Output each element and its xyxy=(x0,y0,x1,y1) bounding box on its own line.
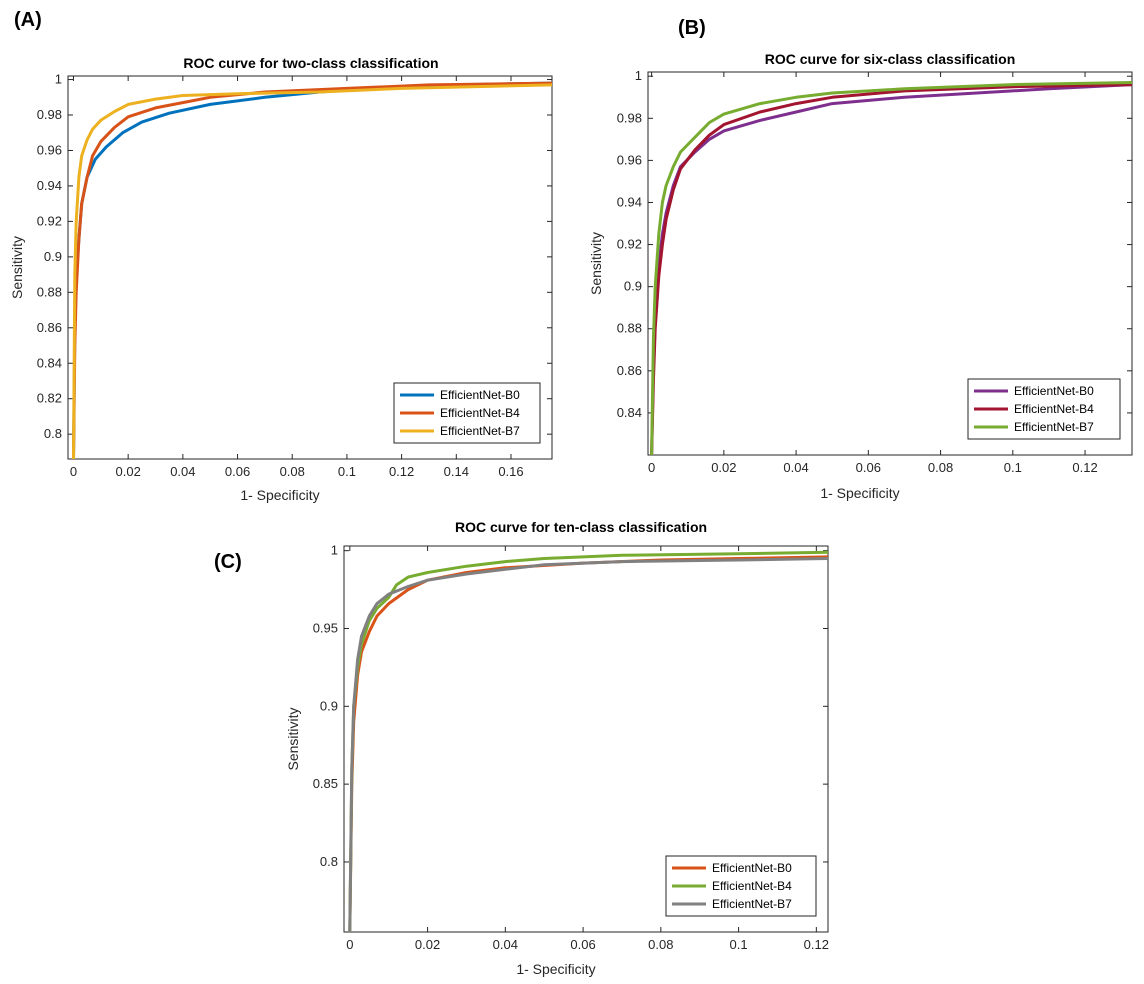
x-tick-label: 0.12 xyxy=(1072,460,1097,475)
legend-entry: EfficientNet-B7 xyxy=(1014,420,1094,434)
chart-six-class: (B) ROC curve for six-class classificatio… xyxy=(588,17,1133,501)
y-tick-label: 0.9 xyxy=(44,249,62,264)
x-tick-label: 0 xyxy=(346,937,353,952)
legend-entry: EfficientNet-B4 xyxy=(712,879,792,893)
legend: EfficientNet-B0 EfficientNet-B4 EfficientN… xyxy=(393,382,541,444)
y-tick-label: 1 xyxy=(55,72,62,87)
y-tick-label: 0.88 xyxy=(37,284,62,299)
series-line-efficientnet-b7 xyxy=(650,81,1132,455)
x-tick-label: 0.08 xyxy=(280,464,305,479)
y-tick-label: 0.8 xyxy=(320,854,338,869)
legend-entry: EfficientNet-B4 xyxy=(1014,402,1094,416)
x-tick-label: 0 xyxy=(648,460,655,475)
y-tick-label: 0.95 xyxy=(313,620,338,635)
y-tick-label: 1 xyxy=(635,68,642,83)
chart-ten-class: (C) ROC curve for ten-class classificatio… xyxy=(214,519,829,977)
legend-entry: EfficientNet-B0 xyxy=(440,388,520,402)
x-tick-label: 0.08 xyxy=(928,460,953,475)
series-line-efficientnet-b4 xyxy=(72,81,552,459)
y-axis-label: Sensitivity xyxy=(285,707,301,770)
x-tick-label: 0.08 xyxy=(648,937,673,952)
y-tick-label: 0.94 xyxy=(617,194,642,209)
chart-title: ROC curve for six-class classification xyxy=(765,51,1016,67)
x-tick-label: 0.06 xyxy=(856,460,881,475)
y-tick-label: 0.85 xyxy=(313,776,338,791)
x-axis-label: 1- Specificity xyxy=(820,485,899,501)
legend: EfficientNet-B0 EfficientNet-B4 EfficientN… xyxy=(665,855,817,917)
y-tick-label: 0.9 xyxy=(624,279,642,294)
y-tick-label: 0.98 xyxy=(617,110,642,125)
y-tick-label: 0.84 xyxy=(37,355,62,370)
x-tick-label: 0.02 xyxy=(116,464,141,479)
legend: EfficientNet-B0 EfficientNet-B4 EfficientN… xyxy=(967,378,1121,440)
x-tick-label: 0.14 xyxy=(444,464,469,479)
y-tick-label: 0.88 xyxy=(617,321,642,336)
x-tick-label: 0.02 xyxy=(415,937,440,952)
x-tick-label: 0.1 xyxy=(1004,460,1022,475)
y-tick-label: 0.84 xyxy=(617,405,642,420)
panel-label: (C) xyxy=(214,551,242,573)
y-tick-label: 0.86 xyxy=(617,363,642,378)
series-line-efficientnet-b7 xyxy=(72,83,552,459)
y-tick-label: 0.92 xyxy=(37,213,62,228)
x-tick-label: 0.06 xyxy=(570,937,595,952)
x-axis-label: 1- Specificity xyxy=(240,487,319,503)
x-tick-label: 0.1 xyxy=(730,937,748,952)
x-tick-label: 0.06 xyxy=(225,464,250,479)
series-line-efficientnet-b4 xyxy=(650,83,1132,455)
y-axis-label: Sensitivity xyxy=(9,236,25,299)
legend-entry: EfficientNet-B7 xyxy=(712,897,792,911)
series-line-efficientnet-b7 xyxy=(348,557,828,932)
x-tick-label: 0.04 xyxy=(170,464,195,479)
legend-entry: EfficientNet-B0 xyxy=(712,861,792,875)
y-tick-label: 0.94 xyxy=(37,178,62,193)
panel-label: (B) xyxy=(678,17,706,39)
x-tick-label: 0.04 xyxy=(493,937,518,952)
legend-entry: EfficientNet-B7 xyxy=(440,424,520,438)
x-tick-label: 0.12 xyxy=(804,937,829,952)
y-tick-label: 0.96 xyxy=(37,142,62,157)
x-tick-label: 0 xyxy=(70,464,77,479)
x-tick-label: 0.16 xyxy=(498,464,523,479)
chart-title: ROC curve for two-class classification xyxy=(183,55,438,71)
x-tick-label: 0.12 xyxy=(389,464,414,479)
y-tick-label: 0.86 xyxy=(37,320,62,335)
chart-title: ROC curve for ten-class classification xyxy=(455,519,707,535)
y-tick-label: 0.82 xyxy=(37,391,62,406)
legend-entry: EfficientNet-B0 xyxy=(1014,384,1094,398)
panel-label: (A) xyxy=(14,9,42,31)
y-axis-label: Sensitivity xyxy=(588,232,604,295)
y-tick-label: 0.9 xyxy=(320,698,338,713)
y-tick-label: 0.98 xyxy=(37,107,62,122)
legend-entry: EfficientNet-B4 xyxy=(440,406,520,420)
y-tick-label: 1 xyxy=(331,543,338,558)
y-tick-label: 0.92 xyxy=(617,237,642,252)
x-tick-label: 0.1 xyxy=(338,464,356,479)
y-tick-label: 0.96 xyxy=(617,152,642,167)
chart-two-class: (A) ROC curve for two-class classificatio… xyxy=(9,9,553,503)
y-tick-label: 0.8 xyxy=(44,426,62,441)
x-tick-label: 0.02 xyxy=(711,460,736,475)
x-axis-label: 1- Specificity xyxy=(516,961,595,977)
x-tick-label: 0.04 xyxy=(783,460,808,475)
